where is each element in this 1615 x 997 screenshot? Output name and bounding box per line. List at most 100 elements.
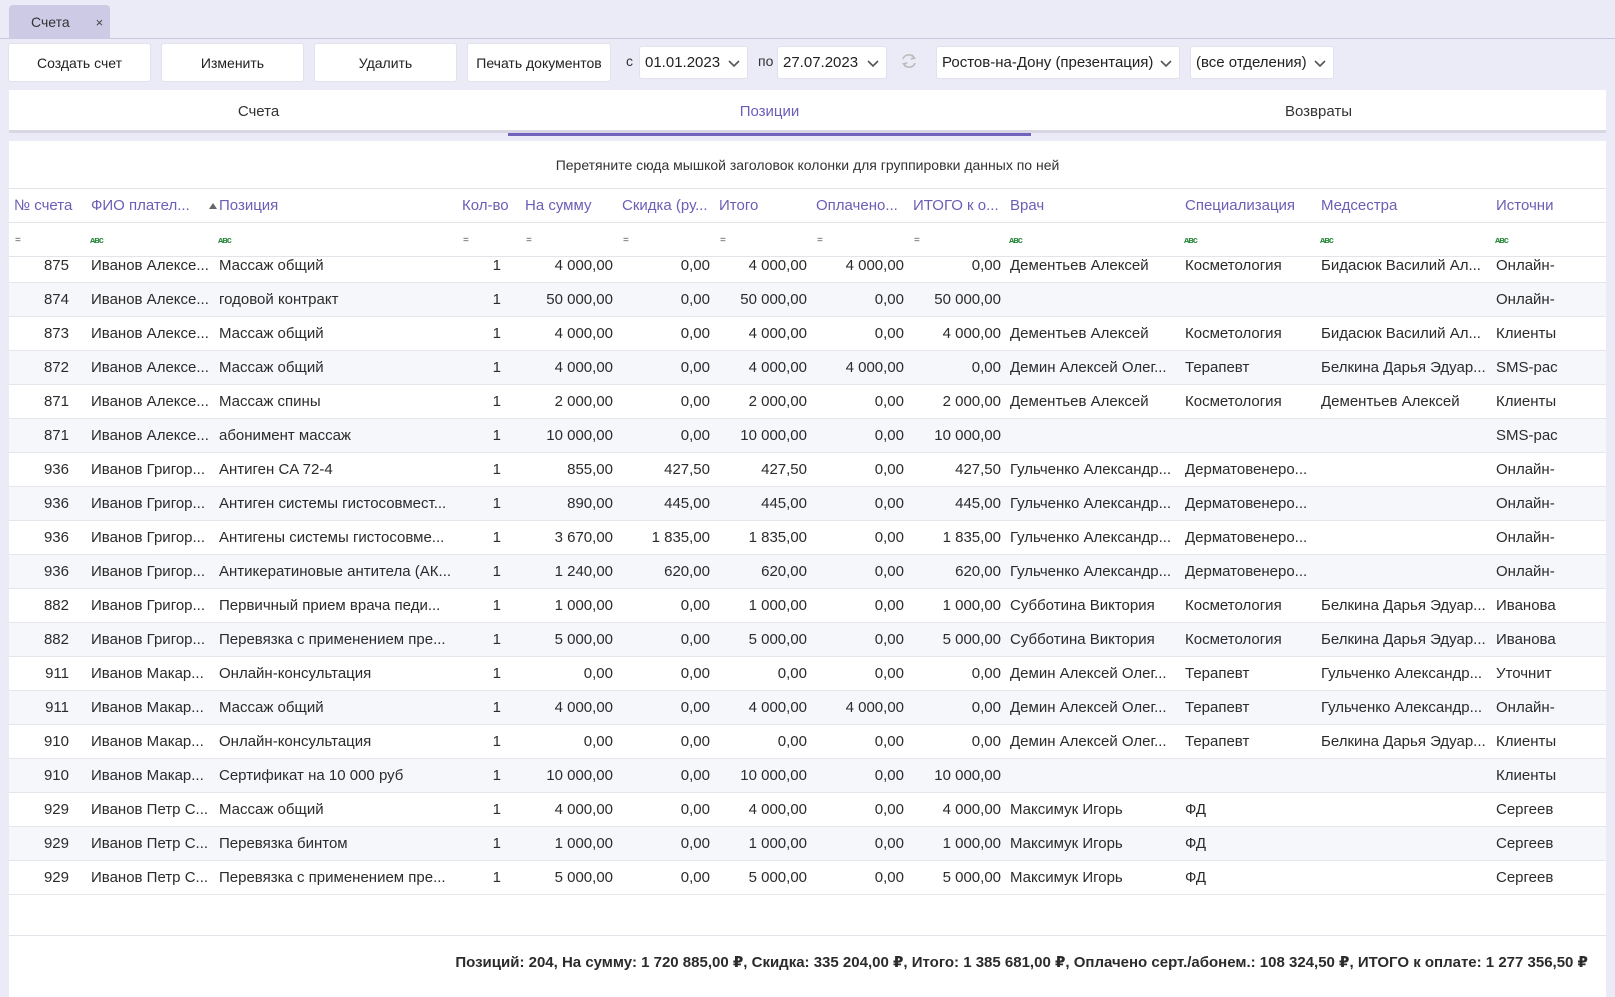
filter-text-icon[interactable]: ᴀʙc	[1009, 235, 1023, 245]
cell-specialization: Косметология	[1185, 257, 1282, 274]
cell-total: 50 000,00	[740, 291, 807, 308]
cell-quantity: 1	[492, 257, 501, 274]
cell-source: Сергеев	[1496, 801, 1554, 818]
filter-equals-icon[interactable]: =	[914, 235, 920, 246]
close-icon[interactable]: ×	[95, 14, 104, 30]
column-header-amount[interactable]: На сумму	[525, 197, 592, 214]
cell-amount: 2 000,00	[554, 393, 613, 410]
column-header-paid[interactable]: Оплачено...	[816, 197, 898, 214]
cell-to-pay: 5 000,00	[942, 869, 1001, 886]
filter-equals-icon[interactable]: =	[623, 235, 629, 246]
filter-text-icon[interactable]: ᴀʙc	[1320, 235, 1334, 245]
column-header-quantity[interactable]: Кол-во	[462, 197, 509, 214]
cell-doctor: Демин Алексей Олег...	[1010, 359, 1167, 376]
table-row[interactable]: 875 Иванов Алексе... Массаж общий 1 4 000,00…	[9, 257, 1606, 283]
tab-invoices[interactable]: Счета	[237, 103, 280, 120]
cell-amount: 3 670,00	[554, 529, 613, 546]
table-row[interactable]: 871 Иванов Алексе... абонимент массаж 1 10 0…	[9, 419, 1606, 453]
column-header-total[interactable]: Итого	[719, 197, 759, 214]
cell-position: Антигены системы гистосовме...	[219, 529, 445, 546]
date-from-picker[interactable]: 01.01.2023	[639, 46, 748, 79]
filter-text-icon[interactable]: ᴀʙc	[1184, 235, 1198, 245]
cell-to-pay: 427,50	[955, 461, 1001, 478]
cell-specialization: Терапевт	[1185, 359, 1250, 376]
filter-text-icon[interactable]: ᴀʙc	[1495, 235, 1509, 245]
table-row[interactable]: 936 Иванов Григор... Антигены системы гист…	[9, 521, 1606, 555]
cell-paid: 0,00	[874, 733, 904, 750]
tab-positions[interactable]: Позиции	[508, 90, 1031, 136]
print-documents-button[interactable]: Печать документов	[467, 43, 611, 82]
table-row[interactable]: 873 Иванов Алексе... Массаж общий 1 4 000,00…	[9, 317, 1606, 351]
table-row[interactable]: 872 Иванов Алексе... Массаж общий 1 4 000,00…	[9, 351, 1606, 385]
column-header-doctor[interactable]: Врач	[1010, 197, 1045, 214]
table-row[interactable]: 929 Иванов Петр С... Перевязка бинтом 1 1 00…	[9, 827, 1606, 861]
cell-invoice-no: 911	[45, 665, 69, 682]
table-row[interactable]: 936 Иванов Григор... Антиген системы гисто…	[9, 487, 1606, 521]
cell-amount: 890,00	[567, 495, 613, 512]
filter-equals-icon[interactable]: =	[720, 235, 726, 246]
filter-equals-icon[interactable]: =	[15, 235, 21, 246]
cell-position: Перевязка с применением пре...	[219, 631, 446, 648]
table-row[interactable]: 929 Иванов Петр С... Перевязка с применени…	[9, 861, 1606, 895]
cell-source: Иванова	[1496, 597, 1556, 614]
column-header-nurse[interactable]: Медсестра	[1321, 197, 1398, 214]
table-row[interactable]: 882 Иванов Григор... Перевязка с применени…	[9, 623, 1606, 657]
table-row[interactable]: 882 Иванов Григор... Первичный прием врача…	[9, 589, 1606, 623]
column-header-invoice-no[interactable]: № счета	[14, 197, 73, 214]
clinic-select[interactable]: Ростов-на-Дону (презентация)	[936, 46, 1180, 79]
cell-to-pay: 4 000,00	[942, 325, 1001, 342]
cell-invoice-no: 929	[43, 801, 69, 818]
table-row[interactable]: 936 Иванов Григор... Антиген CA 72-4 1 855,0…	[9, 453, 1606, 487]
filter-text-icon[interactable]: ᴀʙc	[218, 235, 232, 245]
tab-returns[interactable]: Возвраты	[1284, 103, 1353, 120]
column-header-payer[interactable]: ФИО плател...	[91, 197, 190, 214]
cell-payer: Иванов Алексе...	[91, 257, 209, 274]
column-header-source[interactable]: Источни	[1496, 197, 1554, 214]
table-row[interactable]: 911 Иванов Макар... Массаж общий 1 4 000,00 0…	[9, 691, 1606, 725]
date-to-picker[interactable]: 27.07.2023	[777, 46, 887, 79]
cell-payer: Иванов Макар...	[91, 733, 204, 750]
refresh-icon[interactable]	[898, 50, 920, 72]
filter-equals-icon[interactable]: =	[463, 235, 469, 246]
filter-equals-icon[interactable]: =	[817, 235, 823, 246]
cell-nurse	[1321, 793, 1489, 827]
cell-paid: 0,00	[874, 461, 904, 478]
cell-invoice-no: 871	[43, 393, 69, 410]
cell-specialization: ФД	[1185, 801, 1207, 818]
footer-divider	[9, 935, 1606, 936]
table-row[interactable]: 910 Иванов Макар... Сертификат на 10 000 р…	[9, 759, 1606, 793]
cell-discount: 0,00	[680, 869, 710, 886]
column-header-specialization[interactable]: Специализация	[1185, 197, 1296, 214]
cell-to-pay: 10 000,00	[934, 767, 1001, 784]
cell-total: 10 000,00	[740, 427, 807, 444]
table-row[interactable]: 911 Иванов Макар... Онлайн-консультация 1 0,…	[9, 657, 1606, 691]
section-tabs: Счета Позиции Возвраты	[9, 90, 1606, 136]
column-header-discount[interactable]: Скидка (ру...	[622, 197, 708, 214]
cell-to-pay: 2 000,00	[942, 393, 1001, 410]
department-select[interactable]: (все отделения)	[1190, 46, 1334, 79]
cell-quantity: 1	[492, 665, 501, 682]
table-row[interactable]: 871 Иванов Алексе... Массаж спины 1 2 000,00…	[9, 385, 1606, 419]
table-row[interactable]: 929 Иванов Петр С... Массаж общий 1 4 000,00…	[9, 793, 1606, 827]
table-row[interactable]: 910 Иванов Макар... Онлайн-консультация 1 0,…	[9, 725, 1606, 759]
cell-discount: 0,00	[680, 699, 710, 716]
cell-invoice-no: 936	[43, 495, 69, 512]
edit-button[interactable]: Изменить	[161, 43, 304, 82]
filter-text-icon[interactable]: ᴀʙc	[90, 235, 104, 245]
cell-amount: 1 000,00	[554, 835, 613, 852]
cell-source: Онлайн-	[1496, 495, 1555, 512]
cell-source: SMS-рас	[1496, 427, 1558, 444]
table-row[interactable]: 936 Иванов Григор... Антикератиновые антит…	[9, 555, 1606, 589]
filter-equals-icon[interactable]: =	[526, 235, 532, 246]
cell-position: Массаж спины	[219, 393, 321, 410]
cell-total: 427,50	[761, 461, 807, 478]
table-row[interactable]: 874 Иванов Алексе... годовой контракт 1 50 0…	[9, 283, 1606, 317]
cell-payer: Иванов Григор...	[91, 495, 206, 512]
doc-tab-invoices[interactable]: Счета ×	[9, 5, 110, 39]
group-by-panel[interactable]: Перетяните сюда мышкой заголовок колонки…	[9, 141, 1606, 189]
delete-button[interactable]: Удалить	[314, 43, 457, 82]
cell-quantity: 1	[492, 699, 501, 716]
column-header-to-pay[interactable]: ИТОГО к о...	[913, 197, 999, 214]
create-invoice-button[interactable]: Создать счет	[8, 43, 151, 82]
column-header-position[interactable]: Позиция	[219, 197, 279, 214]
